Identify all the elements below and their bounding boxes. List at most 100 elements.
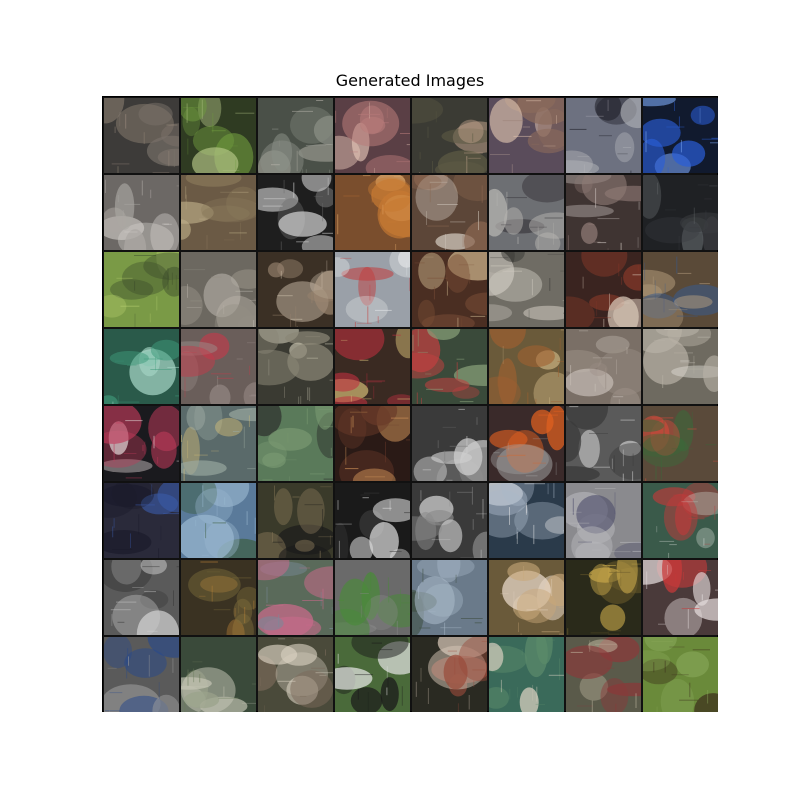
generated-image-bicycle-cables <box>412 483 487 558</box>
generated-image-snowy-tree <box>181 637 256 712</box>
generated-image-deer-in-field <box>566 329 641 404</box>
generated-image-art <box>181 98 256 173</box>
generated-image-art <box>412 252 487 327</box>
generated-image-green-grasshopper <box>335 560 410 635</box>
generated-image-gray-texture <box>181 252 256 327</box>
generated-image-green-leaves <box>181 98 256 173</box>
generated-image-woman-red-dress <box>643 483 718 558</box>
generated-image-person-with-plant <box>181 560 256 635</box>
generated-image-paper-document <box>335 252 410 327</box>
generated-image-art <box>566 329 641 404</box>
generated-image-art <box>412 406 487 481</box>
generated-image-blue-bowl <box>643 252 718 327</box>
generated-image-art <box>335 560 410 635</box>
generated-image-metal-fence <box>489 252 564 327</box>
generated-image-art <box>181 329 256 404</box>
generated-image-cat-face <box>489 175 564 250</box>
generated-image-tabby-kitten <box>258 252 333 327</box>
generated-image-art <box>643 252 718 327</box>
generated-image-white-poodles <box>258 637 333 712</box>
generated-image-person-walking <box>181 329 256 404</box>
generated-image-art <box>104 560 179 635</box>
generated-image-art <box>412 175 487 250</box>
generated-image-art <box>181 483 256 558</box>
figure-title: Generated Images <box>335 71 485 90</box>
generated-image-spider-on-grass <box>643 637 718 712</box>
generated-image-wooden-desk <box>412 175 487 250</box>
generated-image-art <box>104 175 179 250</box>
generated-image-art <box>104 252 179 327</box>
generated-image-insect-on-green <box>104 252 179 327</box>
generated-image-art <box>412 560 487 635</box>
generated-image-power-lines <box>412 560 487 635</box>
generated-image-art <box>643 406 718 481</box>
generated-image-art <box>566 175 641 250</box>
image-grid <box>102 96 718 712</box>
generated-image-orangutan <box>489 329 564 404</box>
generated-image-art <box>566 637 641 712</box>
generated-image-art <box>258 98 333 173</box>
generated-image-dark-interior <box>335 406 410 481</box>
generated-image-art <box>489 329 564 404</box>
generated-image-white-animal-on-gray <box>104 175 179 250</box>
generated-image-art <box>104 98 179 173</box>
generated-image-cluttered-shelves <box>566 175 641 250</box>
generated-image-snake-on-ground <box>181 175 256 250</box>
generated-image-art <box>258 406 333 481</box>
generated-image-orange-bird <box>335 175 410 250</box>
generated-image-art <box>489 560 564 635</box>
generated-image-dark-street <box>258 329 333 404</box>
generated-image-person-red-shirt <box>412 329 487 404</box>
generated-image-city-street-bus <box>181 406 256 481</box>
generated-image-white-poodle <box>258 175 333 250</box>
generated-image-art <box>181 175 256 250</box>
generated-image-gray-landscape <box>258 98 333 173</box>
generated-image-art <box>258 175 333 250</box>
generated-image-people-with-umbrellas <box>258 560 333 635</box>
generated-image-art <box>489 175 564 250</box>
generated-image-art <box>258 637 333 712</box>
generated-image-flower-arrangement <box>643 406 718 481</box>
generated-image-art <box>643 175 718 250</box>
generated-image-art <box>489 252 564 327</box>
generated-image-red-panda <box>412 637 487 712</box>
generated-image-train-rails <box>104 98 179 173</box>
generated-image-green-cabbage <box>104 329 179 404</box>
generated-image-crowd-stadium <box>566 483 641 558</box>
generated-image-art <box>566 252 641 327</box>
generated-image-art <box>643 560 718 635</box>
generated-image-people-in-snow <box>643 329 718 404</box>
generated-image-pink-blurry-room <box>335 98 410 173</box>
generated-image-glass-container <box>489 560 564 635</box>
generated-image-machine-parts <box>566 98 641 173</box>
generated-image-art <box>104 637 179 712</box>
generated-image-red-machine <box>566 252 641 327</box>
generated-image-art <box>258 483 333 558</box>
generated-image-art <box>335 252 410 327</box>
generated-image-graduates-group <box>104 483 179 558</box>
generated-image-sky-and-plane <box>181 483 256 558</box>
generated-image-christmas-stockings <box>104 406 179 481</box>
generated-image-art <box>566 560 641 635</box>
generated-image-white-dog <box>335 483 410 558</box>
generated-image-art <box>412 483 487 558</box>
generated-image-art <box>335 329 410 404</box>
generated-image-orange-car <box>489 406 564 481</box>
generated-image-art <box>643 637 718 712</box>
generated-image-two-people-smiling <box>489 98 564 173</box>
generated-image-dark-box <box>566 406 641 481</box>
generated-image-white-limo <box>643 560 718 635</box>
generated-image-art <box>566 483 641 558</box>
generated-image-black-white-dog <box>335 637 410 712</box>
generated-image-art <box>566 98 641 173</box>
generated-image-heron-on-grass <box>258 406 333 481</box>
generated-image-green-field-archway <box>489 637 564 712</box>
generated-image-art <box>489 98 564 173</box>
generated-image-art <box>181 637 256 712</box>
generated-image-art <box>335 483 410 558</box>
generated-image-white-vehicle <box>412 406 487 481</box>
generated-image-red-bowl-tea <box>335 329 410 404</box>
generated-image-art <box>643 329 718 404</box>
generated-image-art <box>489 483 564 558</box>
